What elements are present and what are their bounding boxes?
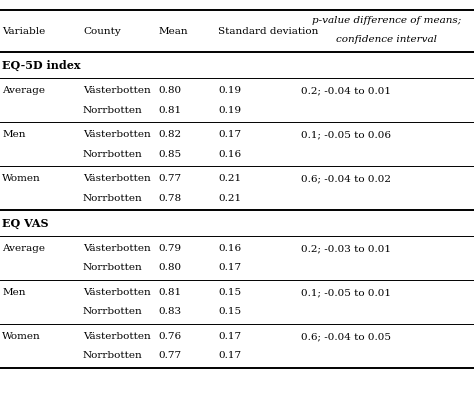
Text: Standard deviation: Standard deviation <box>218 27 319 36</box>
Text: 0.85: 0.85 <box>159 150 182 158</box>
Text: Norrbotten: Norrbotten <box>83 106 143 114</box>
Text: Västerbotten: Västerbotten <box>83 130 151 139</box>
Text: 0.19: 0.19 <box>218 86 241 95</box>
Text: Västerbotten: Västerbotten <box>83 288 151 297</box>
Text: 0.21: 0.21 <box>218 174 241 183</box>
Text: 0.16: 0.16 <box>218 244 241 253</box>
Text: 0.77: 0.77 <box>159 352 182 360</box>
Text: 0.16: 0.16 <box>218 150 241 158</box>
Text: 0.2; -0.04 to 0.01: 0.2; -0.04 to 0.01 <box>301 86 391 95</box>
Text: 0.81: 0.81 <box>159 288 182 297</box>
Text: 0.77: 0.77 <box>159 174 182 183</box>
Text: 0.76: 0.76 <box>159 332 182 341</box>
Text: Variable: Variable <box>2 27 46 36</box>
Text: Men: Men <box>2 288 26 297</box>
Text: EQ-5D index: EQ-5D index <box>2 60 81 71</box>
Text: County: County <box>83 27 121 36</box>
Text: p-value difference of means;: p-value difference of means; <box>312 16 461 26</box>
Text: 0.6; -0.04 to 0.02: 0.6; -0.04 to 0.02 <box>301 174 391 183</box>
Text: Norrbotten: Norrbotten <box>83 194 143 202</box>
Text: confidence interval: confidence interval <box>336 35 437 44</box>
Text: 0.1; -0.05 to 0.01: 0.1; -0.05 to 0.01 <box>301 288 391 297</box>
Text: 0.17: 0.17 <box>218 352 241 360</box>
Text: 0.83: 0.83 <box>159 308 182 316</box>
Text: Norrbotten: Norrbotten <box>83 150 143 158</box>
Text: Norrbotten: Norrbotten <box>83 264 143 272</box>
Text: Västerbotten: Västerbotten <box>83 332 151 341</box>
Text: EQ VAS: EQ VAS <box>2 218 49 229</box>
Text: 0.80: 0.80 <box>159 86 182 95</box>
Text: 0.79: 0.79 <box>159 244 182 253</box>
Text: Men: Men <box>2 130 26 139</box>
Text: 0.81: 0.81 <box>159 106 182 114</box>
Text: 0.17: 0.17 <box>218 332 241 341</box>
Text: Västerbotten: Västerbotten <box>83 244 151 253</box>
Text: 0.6; -0.04 to 0.05: 0.6; -0.04 to 0.05 <box>301 332 391 341</box>
Text: Women: Women <box>2 174 41 183</box>
Text: 0.80: 0.80 <box>159 264 182 272</box>
Text: 0.82: 0.82 <box>159 130 182 139</box>
Text: Västerbotten: Västerbotten <box>83 174 151 183</box>
Text: 0.17: 0.17 <box>218 264 241 272</box>
Text: 0.17: 0.17 <box>218 130 241 139</box>
Text: 0.2; -0.03 to 0.01: 0.2; -0.03 to 0.01 <box>301 244 391 253</box>
Text: 0.15: 0.15 <box>218 288 241 297</box>
Text: Västerbotten: Västerbotten <box>83 86 151 95</box>
Text: Norrbotten: Norrbotten <box>83 308 143 316</box>
Text: 0.78: 0.78 <box>159 194 182 202</box>
Text: 0.19: 0.19 <box>218 106 241 114</box>
Text: Average: Average <box>2 86 46 95</box>
Text: Mean: Mean <box>159 27 189 36</box>
Text: Average: Average <box>2 244 46 253</box>
Text: 0.1; -0.05 to 0.06: 0.1; -0.05 to 0.06 <box>301 130 391 139</box>
Text: Norrbotten: Norrbotten <box>83 352 143 360</box>
Text: Women: Women <box>2 332 41 341</box>
Text: 0.15: 0.15 <box>218 308 241 316</box>
Text: 0.21: 0.21 <box>218 194 241 202</box>
